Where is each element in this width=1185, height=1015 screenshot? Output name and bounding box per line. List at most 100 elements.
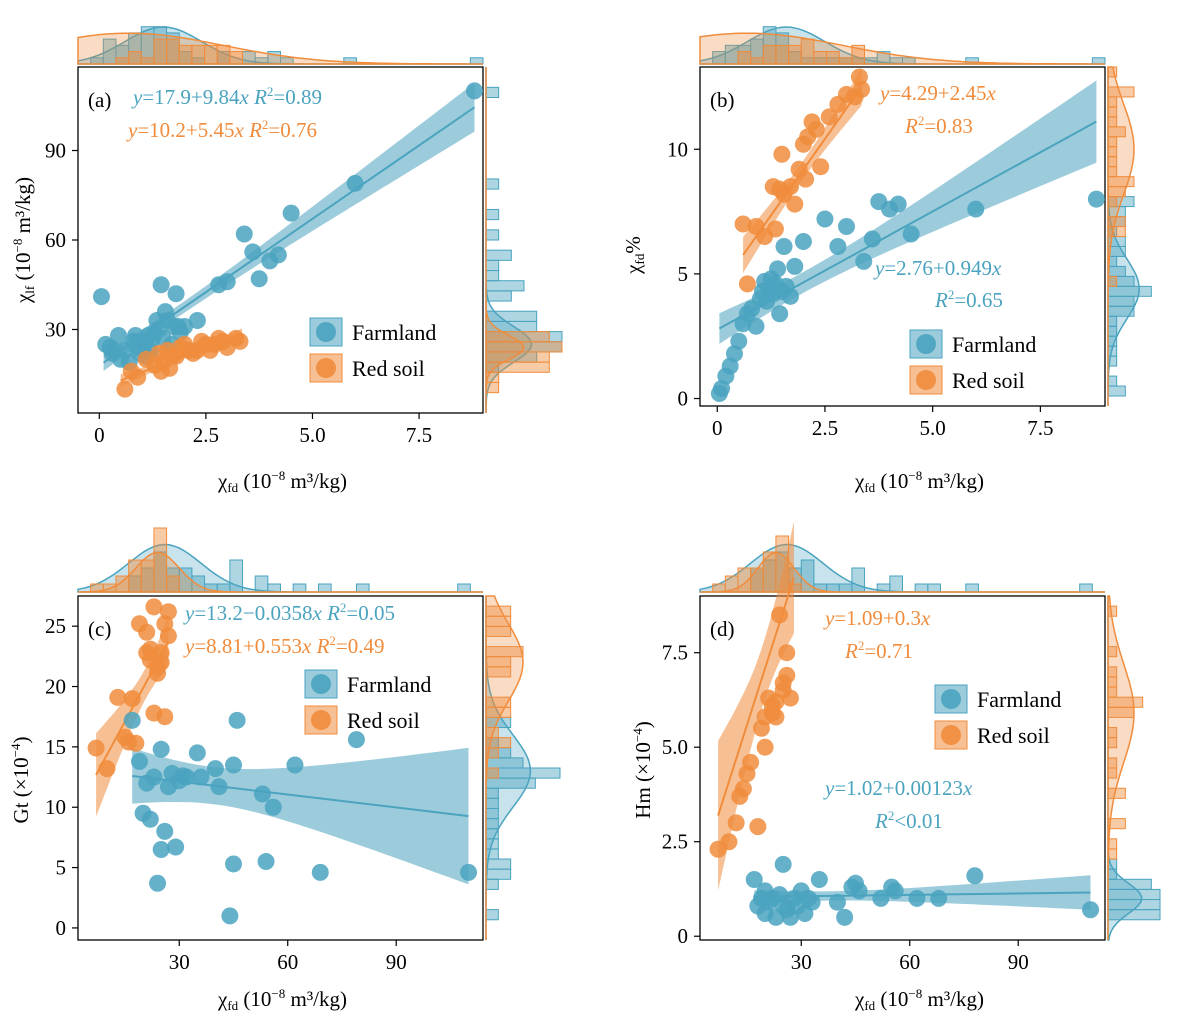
data-point bbox=[1082, 901, 1100, 919]
data-point bbox=[812, 158, 830, 176]
legend-label: Red soil bbox=[952, 368, 1025, 393]
data-point bbox=[87, 739, 105, 757]
panel-c: 30 60 90 0 5 10 15 20 25 χfd (10−8 m³/kg) Gt (×10−… bbox=[8, 527, 561, 1013]
y-tick-label: 10 bbox=[667, 137, 688, 161]
histogram-bar bbox=[485, 249, 512, 261]
panel-label: (c) bbox=[88, 617, 111, 641]
legend: Farmland Red soil bbox=[934, 684, 1061, 750]
regression-equation: y=2.76+0.949x bbox=[873, 256, 1002, 280]
series-farmland bbox=[710, 190, 1105, 403]
histogram-bar bbox=[485, 878, 499, 890]
axis-ticks: 30 60 90 0 5 10 15 20 25 bbox=[45, 614, 407, 974]
regression-equation: y=10.2+5.45x R2=0.76 bbox=[126, 117, 317, 142]
data-point bbox=[116, 380, 134, 398]
legend-label: Red soil bbox=[347, 708, 420, 733]
x-axis-label: χfd (10−8 m³/kg) bbox=[854, 986, 984, 1013]
series-farmland bbox=[123, 711, 478, 925]
x-tick-label: 0 bbox=[94, 423, 105, 447]
data-point bbox=[347, 731, 365, 749]
x-tick-label: 60 bbox=[277, 950, 298, 974]
y-tick-label: 30 bbox=[45, 317, 66, 341]
data-point bbox=[786, 195, 804, 213]
data-point bbox=[224, 756, 242, 774]
y-tick-label: 15 bbox=[45, 735, 66, 759]
data-point bbox=[138, 623, 156, 641]
data-point bbox=[235, 225, 253, 243]
data-point bbox=[734, 780, 752, 798]
data-point bbox=[152, 740, 170, 758]
data-point bbox=[92, 288, 110, 306]
r-squared: R2=0.83 bbox=[904, 113, 973, 138]
histogram-bar bbox=[485, 208, 500, 221]
panel-d: 30 60 90 0 2.5 5.0 7.5 χfd (10−8 m³/kg) Hm (×10−… bbox=[630, 521, 1161, 1013]
regression-equation: y=17.9+9.84x R2=0.89 bbox=[131, 84, 322, 109]
data-point bbox=[778, 666, 796, 684]
y-axis-label: Gt (×10−4) bbox=[8, 737, 33, 824]
data-point bbox=[807, 120, 825, 138]
panel-label: (a) bbox=[88, 88, 111, 112]
density-curve bbox=[1107, 66, 1135, 406]
r-squared: R2<0.01 bbox=[874, 808, 943, 833]
histogram-bar bbox=[485, 858, 512, 870]
data-point bbox=[816, 210, 834, 228]
y-tick-label: 5.0 bbox=[662, 735, 688, 759]
regression-equation: y=1.02+0.00123x bbox=[823, 776, 973, 800]
right-marginal-histogram bbox=[485, 595, 561, 940]
data-point bbox=[837, 218, 855, 236]
x-tick-label: 0 bbox=[712, 416, 723, 440]
data-point bbox=[749, 818, 767, 836]
regression-layer bbox=[718, 68, 1097, 344]
regression-equation: y=1.09+0.3x bbox=[823, 606, 931, 630]
legend: Farmland Red soil bbox=[309, 317, 436, 383]
data-point bbox=[803, 893, 821, 911]
series-red-soil bbox=[709, 606, 799, 858]
y-tick-label: 5 bbox=[56, 856, 67, 880]
data-point bbox=[123, 711, 141, 729]
right-marginal-histogram bbox=[1107, 66, 1152, 406]
right-marginal-histogram bbox=[1107, 595, 1161, 941]
data-point bbox=[465, 82, 483, 100]
data-point bbox=[127, 734, 145, 752]
legend-marker-icon bbox=[316, 358, 336, 378]
y-tick-label: 60 bbox=[45, 228, 66, 252]
legend-marker-icon bbox=[316, 322, 336, 342]
histogram-bar bbox=[485, 86, 500, 99]
confidence-band bbox=[719, 80, 1097, 344]
data-point bbox=[794, 232, 812, 250]
legend-marker-icon bbox=[916, 370, 936, 390]
histogram-bar bbox=[1107, 375, 1118, 387]
r-squared: R2=0.65 bbox=[934, 287, 1003, 312]
histogram-bar bbox=[1107, 385, 1126, 397]
histogram-bar bbox=[914, 583, 929, 593]
y-tick-label: 7.5 bbox=[662, 641, 688, 665]
data-point bbox=[130, 752, 148, 770]
plot-frame bbox=[699, 66, 1106, 407]
data-point bbox=[738, 275, 756, 293]
data-point bbox=[756, 738, 774, 756]
x-axis-label: χfd (10−8 m³/kg) bbox=[217, 986, 347, 1013]
histogram-bar bbox=[1091, 57, 1106, 65]
data-point bbox=[771, 606, 789, 624]
data-point bbox=[781, 689, 799, 707]
x-tick-label: 2.5 bbox=[193, 423, 219, 447]
right-marginal-histogram bbox=[485, 67, 563, 414]
top-marginal-histogram bbox=[77, 527, 483, 593]
density-curve bbox=[700, 551, 1105, 593]
regression-equations: y=17.9+9.84x R2=0.89 y=10.2+5.45x R2=0.76 bbox=[126, 84, 322, 142]
x-axis-label: χfd (10−8 m³/kg) bbox=[854, 468, 984, 495]
data-point bbox=[797, 170, 815, 188]
histogram-bar bbox=[485, 259, 500, 272]
data-point bbox=[98, 760, 116, 778]
regression-equations: y=13.2−0.0358x R2=0.05 y=8.81+0.553x R2=0… bbox=[183, 600, 395, 658]
data-point bbox=[767, 708, 785, 726]
y-tick-label: 0 bbox=[678, 387, 689, 411]
histogram-bar bbox=[317, 583, 332, 593]
data-point bbox=[775, 237, 793, 255]
histogram-bar bbox=[485, 290, 512, 302]
x-tick-label: 30 bbox=[791, 950, 812, 974]
histogram-bar bbox=[927, 583, 941, 593]
density-curve bbox=[485, 67, 525, 413]
data-point bbox=[269, 246, 287, 264]
data-point bbox=[156, 822, 174, 840]
